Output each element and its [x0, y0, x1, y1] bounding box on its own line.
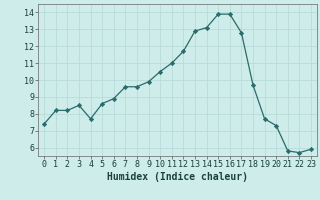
X-axis label: Humidex (Indice chaleur): Humidex (Indice chaleur)	[107, 172, 248, 182]
